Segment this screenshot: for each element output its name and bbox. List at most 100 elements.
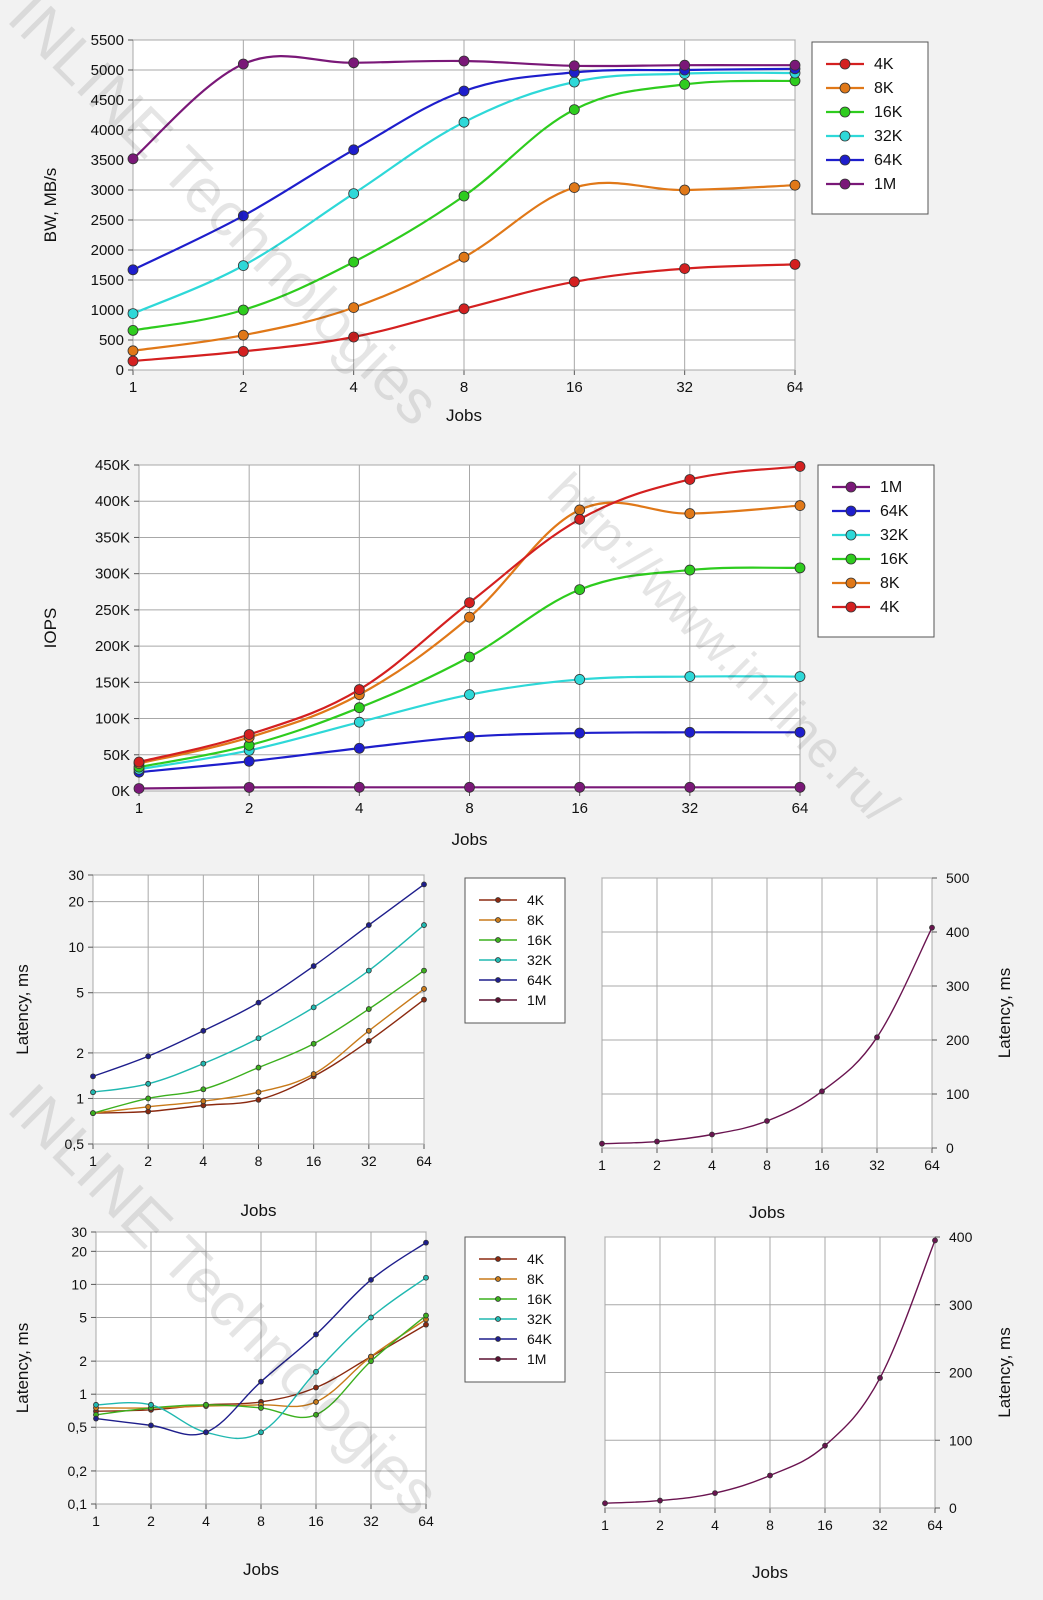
data-point-8k [365,1027,372,1034]
data-point-1m [464,781,475,793]
legend-label: 16K [527,932,553,948]
x-tick-label: 8 [460,379,468,396]
data-point-4k [127,355,139,367]
data-point-32k [255,1035,262,1042]
legend-label: 64K [874,152,903,169]
y-tick-label: 300 [946,978,970,994]
data-point-16k [353,702,365,714]
legend-box [811,41,929,215]
y-tick-label: 2500 [91,212,124,229]
x-tick-label: 1 [598,1157,606,1173]
x-tick-label: 4 [199,1153,207,1169]
data-point-32k [237,260,249,272]
data-point-16k [568,104,580,115]
legend-label: 1M [880,479,902,496]
legend-box [464,1236,566,1383]
y-tick-label: 5000 [91,62,124,79]
data-point-64k [574,727,586,739]
y-tick-label: 0,1 [68,1496,88,1512]
legend-label: 16K [880,551,909,568]
x-tick-label: 64 [924,1157,940,1173]
legend-swatch-marker [495,897,501,903]
y-axis-label: Latency, ms [995,1327,1014,1417]
data-point-64k [794,726,806,738]
legend-label: 8K [527,1271,545,1287]
data-point-8k [255,1089,262,1096]
data-point-8k [127,345,139,357]
legend-swatch-marker [495,1276,501,1282]
data-point-64k [423,1239,429,1246]
x-tick-label: 2 [144,1153,152,1169]
data-point-32k [127,308,139,320]
data-point-32k [148,1401,154,1408]
data-point-64k [203,1429,209,1436]
x-tick-label: 2 [239,379,247,396]
y-tick-label: 100K [95,711,130,728]
y-tick-label: 5500 [91,32,124,49]
data-point-64k [200,1027,207,1034]
legend-swatch-marker [839,106,851,118]
legend-label: 16K [874,104,903,121]
data-point-32k [145,1080,152,1087]
x-tick-label: 32 [676,379,693,396]
data-point-8k [237,329,249,341]
data-point-64k [348,144,360,156]
legend-swatch-marker [495,937,501,943]
x-tick-label: 8 [257,1513,265,1529]
data-point-16k [200,1086,207,1093]
legend-swatch-marker [495,917,501,923]
data-point-4k [458,303,470,315]
data-point-32k [200,1060,207,1067]
x-tick-label: 64 [787,379,804,396]
data-point-16k [348,256,360,268]
y-tick-label: 450K [95,457,130,474]
y-tick-label: 200 [949,1365,973,1381]
legend-swatch-marker [495,1336,501,1342]
x-tick-label: 4 [355,800,363,817]
legend-box [464,877,566,1024]
y-tick-label: 5 [79,1309,87,1325]
data-point-16k [310,1040,317,1047]
data-point-64k [90,1073,96,1080]
legend-label: 4K [880,599,900,616]
data-point-64k [243,755,255,767]
x-tick-label: 4 [202,1513,210,1529]
x-tick-label: 32 [361,1153,377,1169]
legend-swatch-marker [839,130,851,142]
data-point-8k [794,500,806,511]
data-point-16k [421,967,427,974]
data-point-1m [712,1490,718,1496]
y-tick-label: 3000 [91,182,124,199]
x-tick-label: 2 [147,1513,155,1529]
data-point-1m [348,57,360,69]
data-point-1m [654,1138,660,1145]
data-point-1m [789,59,801,71]
legend-label: 8K [874,80,894,97]
data-point-16k [255,1064,262,1071]
y-tick-label: 150K [95,674,130,691]
y-tick-label: 1000 [91,302,124,319]
legend-label: 64K [527,972,553,988]
y-axis-label: Latency, ms [995,968,1014,1058]
legend-swatch-marker [839,154,851,166]
data-point-64k [93,1415,99,1422]
y-tick-label: 500 [99,332,124,349]
data-point-4k [133,756,145,768]
data-point-8k [310,1071,317,1077]
data-point-64k [310,963,317,969]
data-point-64k [237,210,249,222]
y-axis-label: IOPS [41,608,60,649]
legend-label: 1M [527,992,546,1008]
y-tick-label: 300 [949,1297,973,1313]
y-tick-label: 0 [949,1500,957,1516]
data-point-64k [365,922,372,928]
data-point-32k [574,674,586,685]
y-tick-label: 500 [946,870,970,886]
legend-swatch-marker [845,481,857,493]
legend-swatch-marker [845,577,857,589]
data-point-4k [365,1038,372,1044]
x-tick-label: 4 [711,1517,719,1533]
x-tick-label: 64 [792,800,809,817]
legend-label: 32K [874,128,903,145]
data-point-64k [464,731,475,743]
